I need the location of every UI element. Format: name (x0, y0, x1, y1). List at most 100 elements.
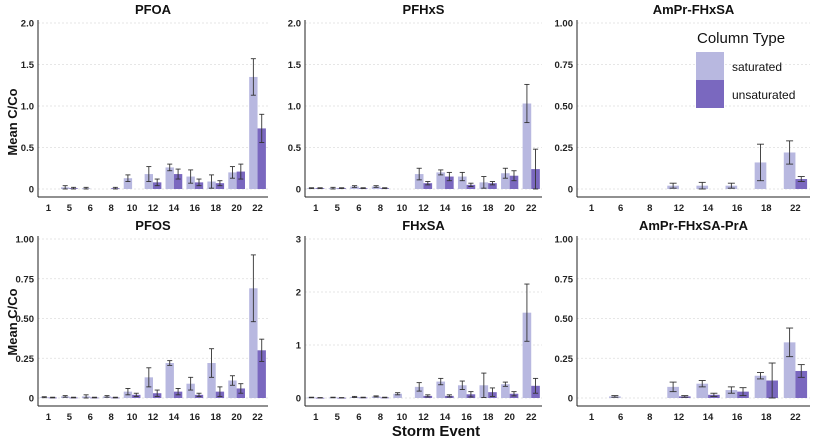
legend-label-unsaturated: unsaturated (732, 88, 795, 102)
x-tick-label: 16 (732, 203, 743, 214)
x-tick-label: 6 (618, 412, 623, 423)
x-tick-label: 8 (378, 412, 383, 423)
y-tick-label: 0.75 (555, 60, 574, 71)
bar-saturated (696, 383, 709, 398)
x-tick-label: 8 (647, 412, 652, 423)
x-tick-label: 18 (761, 203, 772, 214)
bar-saturated (414, 174, 424, 189)
y-tick-label: 3 (296, 235, 301, 246)
panel-title: PFOS (135, 218, 171, 233)
x-tick-label: 1 (313, 203, 319, 214)
y-tick-label: 0.25 (555, 354, 574, 365)
bar-saturated (123, 178, 133, 189)
bar-saturated (414, 386, 424, 398)
x-tick-label: 5 (335, 203, 341, 214)
x-tick-label: 6 (356, 412, 361, 423)
bar-saturated (436, 381, 446, 398)
x-tick-label: 14 (169, 412, 180, 423)
x-tick-label: 18 (483, 203, 494, 214)
bar-unsaturated (795, 179, 808, 189)
panel-1: PFHxS 0 0.5 1.0 1.5 2.0 1 5 6 8 10 12 14 16 18 20 22 (288, 2, 542, 214)
y-tick-label: 1.00 (555, 19, 574, 30)
bar-saturated (457, 385, 467, 398)
y-tick-label: 0.50 (16, 314, 35, 325)
x-tick-label: 8 (109, 203, 114, 214)
bar-unsaturated (173, 174, 183, 189)
x-tick-label: 1 (46, 412, 52, 423)
x-tick-label: 10 (127, 203, 138, 214)
y-tick-label: 2.0 (21, 19, 34, 30)
bar-saturated (783, 342, 796, 398)
x-tick-label: 18 (210, 203, 221, 214)
x-tick-label: 8 (647, 203, 652, 214)
x-tick-label: 10 (397, 203, 408, 214)
x-tick-label: 8 (109, 412, 114, 423)
x-tick-label: 22 (526, 412, 537, 423)
x-tick-label: 22 (790, 203, 801, 214)
legend-title: Column Type (697, 30, 785, 47)
bar-unsaturated (509, 175, 519, 189)
x-tick-label: 18 (761, 412, 772, 423)
bar-saturated (249, 288, 258, 398)
x-tick-label: 6 (356, 203, 361, 214)
bar-unsaturated (795, 370, 808, 398)
y-tick-label: 0.50 (555, 102, 574, 113)
y-tick-label: 0.25 (16, 354, 35, 365)
y-tick-label: 0.75 (16, 274, 35, 285)
bar-saturated (165, 167, 174, 189)
x-tick-label: 5 (335, 412, 341, 423)
y-tick-label: 2 (296, 288, 301, 299)
x-tick-label: 18 (210, 412, 221, 423)
bar-unsaturated (257, 128, 266, 189)
panel-title: FHxSA (402, 218, 445, 233)
x-tick-label: 16 (190, 203, 201, 214)
legend-label-saturated: saturated (732, 60, 782, 74)
y-tick-label: 1.5 (288, 60, 302, 71)
panel-0: PFOA 0 0.5 1.0 1.5 2.0 1 5 6 8 10 12 14 16 18 20 22 (21, 2, 268, 214)
x-tick-label: 10 (397, 412, 408, 423)
y-tick-label: 2.0 (288, 19, 301, 30)
x-tick-label: 1 (589, 203, 595, 214)
x-tick-label: 22 (252, 203, 263, 214)
bar-unsaturated (236, 171, 245, 189)
bar-saturated (249, 76, 258, 189)
bar-unsaturated (257, 350, 266, 398)
bar-unsaturated (445, 176, 454, 189)
y-tick-label: 0.75 (555, 274, 574, 285)
panel-3: PFOS 0 0.25 0.50 0.75 1.00 1 5 6 8 10 12 14 16 18 20 22 (16, 218, 268, 423)
bar-saturated (393, 393, 402, 398)
panel-title: PFOA (135, 2, 172, 17)
x-tick-label: 1 (46, 203, 52, 214)
x-tick-label: 14 (169, 203, 180, 214)
panel-title: AmPr-FHxSA (653, 2, 735, 17)
y-tick-label: 0 (29, 185, 34, 196)
y-tick-label: 0.5 (21, 143, 35, 154)
x-tick-label: 12 (674, 203, 685, 214)
y-tick-label: 1.0 (288, 102, 301, 113)
x-tick-label: 12 (148, 203, 159, 214)
x-tick-label: 12 (148, 412, 159, 423)
y-tick-label: 0 (568, 394, 573, 405)
x-axis-title: Storm Event (392, 423, 480, 440)
bar-saturated (501, 173, 510, 189)
x-tick-label: 20 (231, 203, 242, 214)
x-tick-label: 14 (703, 412, 714, 423)
x-tick-label: 16 (190, 412, 201, 423)
y-tick-label: 0 (296, 185, 301, 196)
bar-saturated (436, 172, 446, 189)
bar-saturated (725, 390, 738, 398)
x-tick-label: 20 (504, 412, 515, 423)
bar-saturated (186, 383, 195, 398)
y-tick-label: 1.5 (21, 60, 35, 71)
x-tick-label: 22 (526, 203, 537, 214)
x-tick-label: 10 (127, 412, 138, 423)
x-tick-label: 16 (732, 412, 743, 423)
y-tick-label: 0.50 (555, 314, 574, 325)
y-tick-label: 1 (296, 341, 302, 352)
x-tick-label: 1 (589, 412, 595, 423)
y-tick-label: 0 (29, 394, 34, 405)
x-tick-label: 6 (88, 203, 93, 214)
